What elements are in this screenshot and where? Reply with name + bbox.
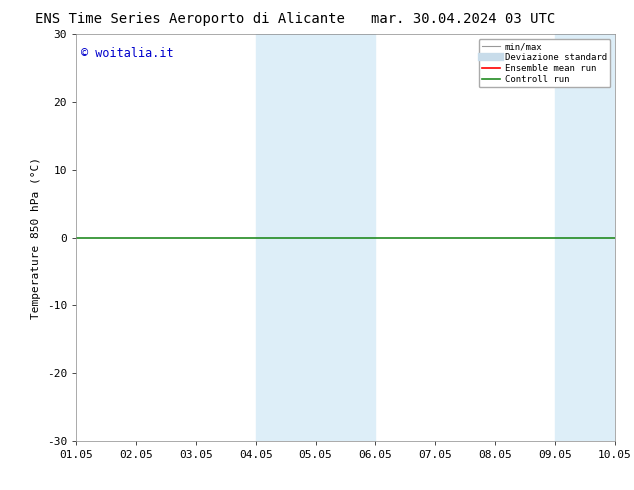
Text: mar. 30.04.2024 03 UTC: mar. 30.04.2024 03 UTC — [371, 12, 555, 26]
Y-axis label: Temperature 850 hPa (°C): Temperature 850 hPa (°C) — [31, 157, 41, 318]
Bar — [555, 34, 634, 441]
Text: ENS Time Series Aeroporto di Alicante: ENS Time Series Aeroporto di Alicante — [36, 12, 345, 26]
Text: © woitalia.it: © woitalia.it — [81, 47, 174, 59]
Bar — [256, 34, 375, 441]
Legend: min/max, Deviazione standard, Ensemble mean run, Controll run: min/max, Deviazione standard, Ensemble m… — [479, 39, 611, 87]
